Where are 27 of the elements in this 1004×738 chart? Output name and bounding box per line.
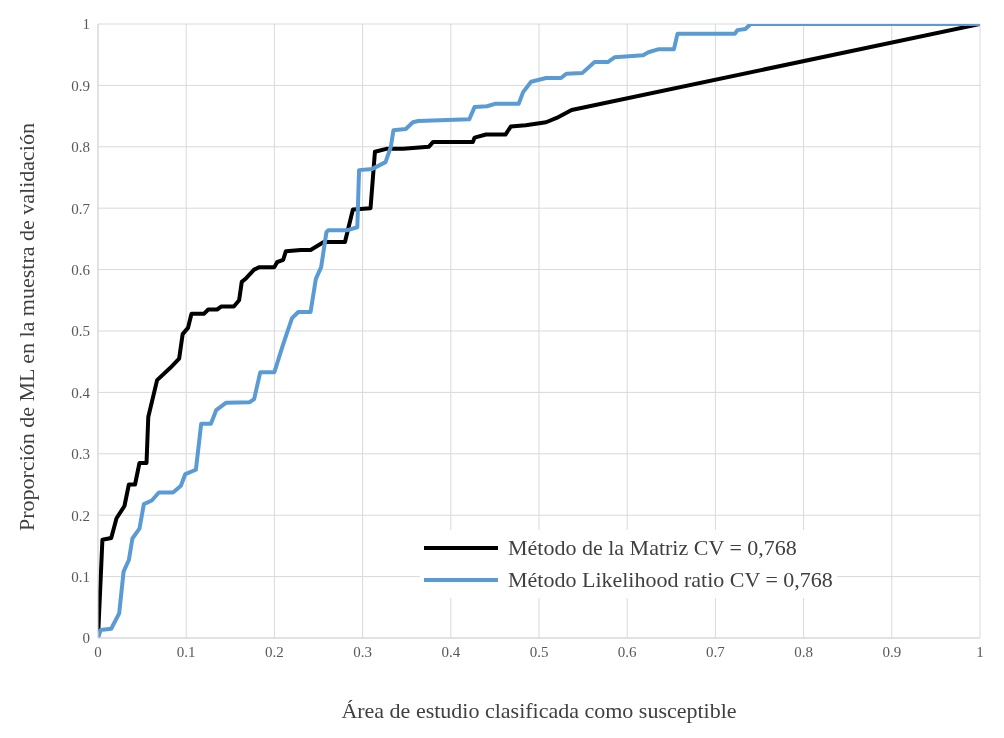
y-tick-label: 0.9	[71, 77, 90, 94]
y-tick-label: 0.7	[71, 200, 91, 217]
y-tick-label: 0.1	[71, 568, 90, 585]
x-tick-label: 0.1	[176, 643, 196, 660]
x-tick-label: 0.4	[441, 643, 461, 660]
x-tick-label: 0.5	[529, 643, 549, 660]
y-tick-label: 0.2	[71, 507, 90, 524]
y-tick-label: 0.6	[71, 261, 91, 278]
x-tick-label: 0.9	[882, 643, 902, 660]
y-tick-label: 1	[82, 16, 90, 33]
y-tick-label: 0.3	[71, 446, 90, 463]
x-tick-label: 0.6	[617, 643, 638, 660]
y-axis-title: Proporción de ML en la muestra de validación	[13, 123, 39, 531]
x-tick-label: 0	[94, 643, 102, 660]
y-tick-label: 0.8	[71, 139, 90, 156]
x-tick-label: 0.8	[794, 643, 813, 660]
legend-label: Método Likelihood ratio CV = 0,768	[508, 567, 833, 593]
x-tick-label: 0.3	[353, 643, 372, 660]
y-tick-label: 0.5	[71, 323, 90, 340]
y-tick-label: 0	[82, 630, 90, 647]
line-series	[98, 24, 980, 638]
y-tick-label: 0.4	[71, 384, 91, 401]
legend-label: Método de la Matriz CV = 0,768	[508, 535, 797, 561]
x-tick-label: 0.7	[706, 643, 726, 660]
x-axis-title: Área de estudio clasificada como susceptible	[341, 698, 737, 723]
x-tick-label: 1	[976, 643, 984, 660]
x-tick-label: 0.2	[265, 643, 284, 660]
